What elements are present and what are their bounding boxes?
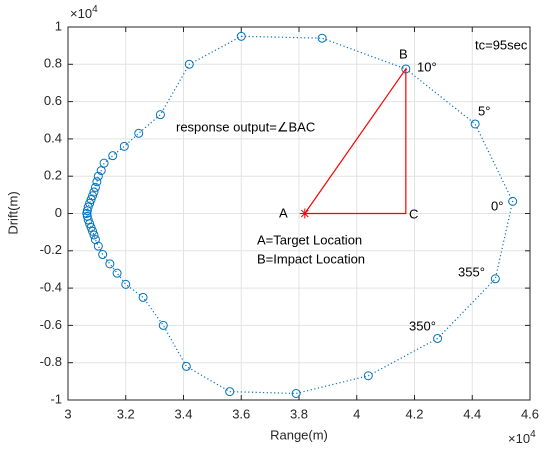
x-tick-label: 4.4: [463, 406, 481, 421]
marker: [181, 361, 191, 371]
y-multiplier: ×104: [70, 4, 98, 22]
annotation: response output=∠BAC: [176, 119, 315, 134]
y-tick-label: -0.2: [40, 242, 62, 257]
y-axis-label: Drift(m): [5, 191, 20, 234]
x-tick-label: 4.2: [405, 406, 423, 421]
annotation: tc=95sec: [475, 37, 528, 52]
marker: [138, 292, 148, 302]
x-tick-label: 3.6: [232, 406, 250, 421]
marker: [83, 215, 93, 225]
marker: [96, 166, 106, 176]
marker: [155, 110, 165, 120]
x-tick-label: 3.4: [174, 406, 192, 421]
target-star: [299, 208, 310, 219]
x-multiplier: ×104: [508, 429, 536, 447]
marker: [158, 320, 168, 330]
x-tick-label: 4: [353, 406, 360, 421]
annotation: B: [399, 46, 408, 61]
marker: [433, 333, 443, 343]
marker: [85, 198, 95, 208]
annotation: 350°: [409, 318, 436, 333]
y-tick-label: 1: [55, 18, 62, 33]
marker: [99, 158, 109, 168]
y-tick-label: -0.6: [40, 317, 62, 332]
x-tick-label: 3: [64, 406, 71, 421]
x-axis-label: Range(m): [270, 427, 328, 442]
marker: [112, 268, 122, 278]
annotation: 0°: [491, 198, 503, 213]
marker: [363, 371, 373, 381]
marker: [93, 171, 103, 181]
marker: [92, 177, 102, 187]
x-multiplier-exp: 4: [530, 429, 536, 440]
y-tick-label: 0.2: [44, 168, 62, 183]
marker: [121, 279, 131, 289]
x-tick-label: 4.6: [521, 406, 539, 421]
marker: [90, 182, 100, 192]
y-multiplier-base: ×10: [70, 6, 92, 21]
triangle: [303, 67, 407, 215]
y-tick-label: 0.4: [44, 130, 62, 145]
marker: [134, 128, 144, 138]
marker: [291, 388, 301, 398]
marker: [98, 250, 108, 260]
marker: [86, 195, 96, 205]
x-tick-label: 3.8: [290, 406, 308, 421]
y-tick-label: -0.4: [40, 280, 62, 295]
marker: [105, 259, 115, 269]
axes-box: [67, 26, 531, 401]
marker: [470, 119, 480, 129]
annotation: 5°: [478, 103, 490, 118]
annotation: 355°: [458, 264, 485, 279]
annotation: C: [409, 206, 418, 221]
y-tick-label: -1: [50, 391, 62, 406]
marker: [108, 151, 118, 161]
marker: [184, 59, 194, 69]
marker: [83, 202, 93, 212]
annotation: 10°: [417, 59, 437, 74]
marker: [86, 222, 96, 232]
annotation: B=Impact Location: [257, 251, 365, 266]
marker: [225, 387, 235, 397]
marker: [490, 274, 500, 284]
x-multiplier-base: ×10: [508, 431, 530, 446]
y-tick-label: 0.6: [44, 93, 62, 108]
y-tick-label: 0: [55, 205, 62, 220]
marker: [119, 141, 129, 151]
y-multiplier-exp: 4: [92, 4, 98, 15]
marker: [90, 235, 100, 245]
marker: [236, 31, 246, 41]
marker: [88, 191, 98, 201]
y-tick-label: -0.8: [40, 354, 62, 369]
series-line: [86, 35, 514, 395]
annotation: A=Target Location: [257, 232, 362, 247]
x-tick-label: 3.2: [117, 406, 135, 421]
y-tick-label: 0.8: [44, 56, 62, 71]
annotation: A: [279, 205, 288, 220]
marker: [88, 226, 98, 236]
marker: [317, 33, 327, 43]
marker: [89, 187, 99, 197]
marker: [508, 196, 518, 206]
marker: [89, 230, 99, 240]
